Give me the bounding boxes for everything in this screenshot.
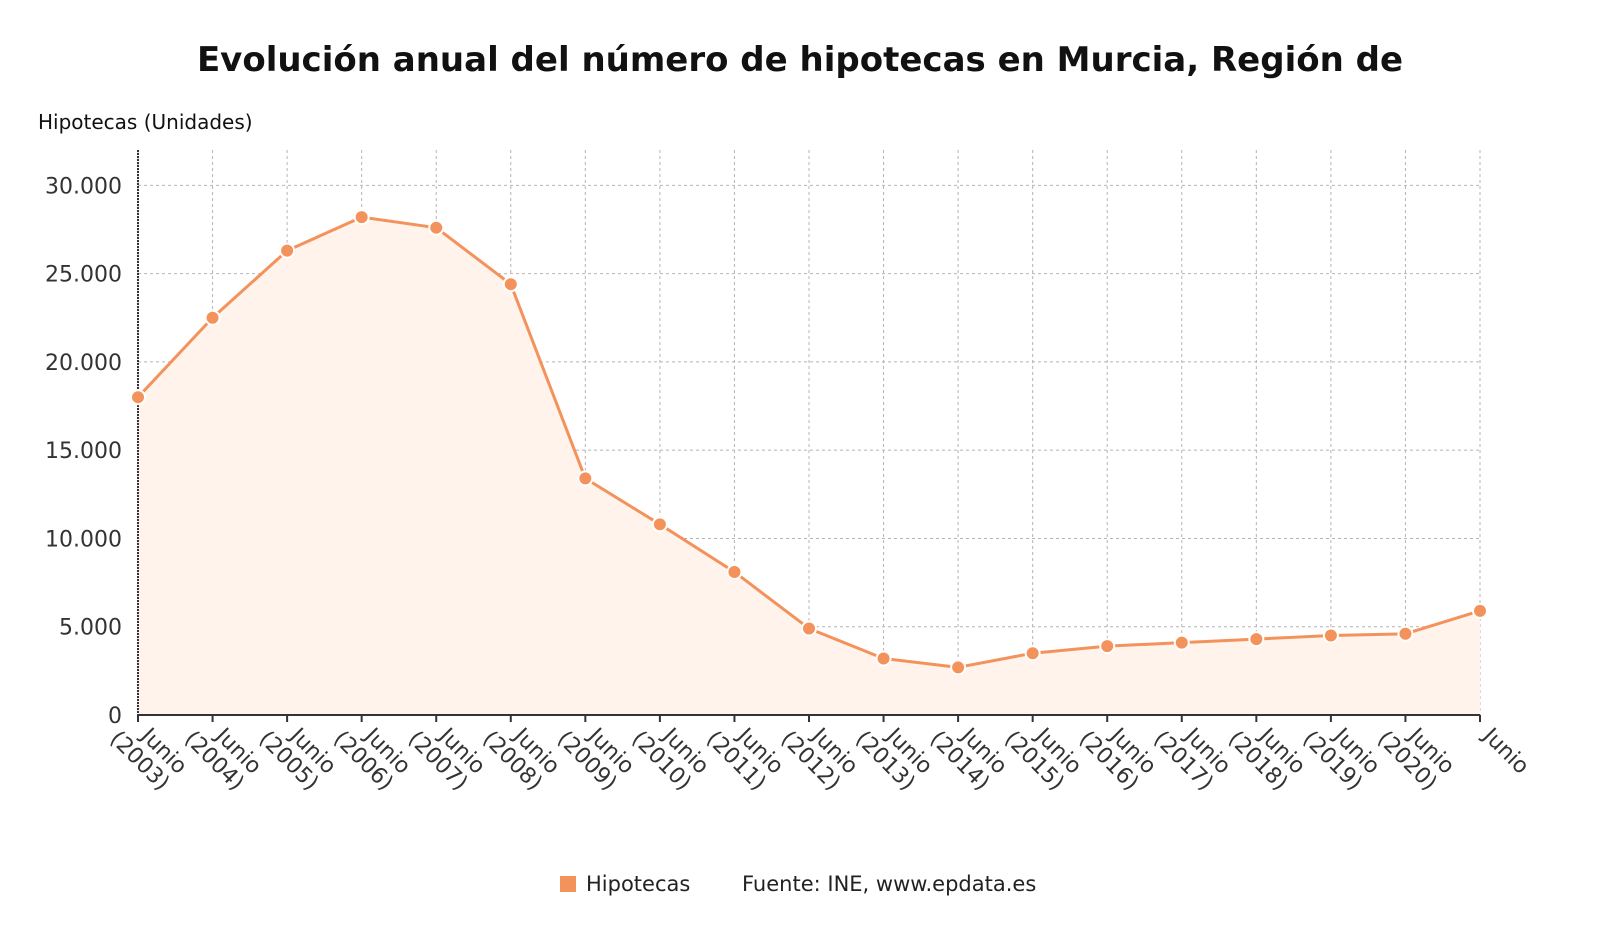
legend-swatch — [560, 876, 576, 892]
x-tick-label: Junio(2020) — [1372, 709, 1459, 796]
data-point — [1173, 634, 1190, 651]
x-tick-label: Junio(2006) — [328, 709, 415, 796]
data-point — [1322, 627, 1339, 644]
data-point — [577, 470, 594, 487]
data-point — [353, 209, 370, 226]
data-point — [502, 276, 519, 293]
y-tick-label: 0 — [108, 704, 122, 729]
data-point — [726, 563, 743, 580]
data-point — [204, 309, 221, 326]
data-point — [279, 242, 296, 259]
y-tick-label: 20.000 — [45, 351, 122, 376]
x-tick-label: Junio(2012) — [776, 709, 863, 796]
y-tick-label: 30.000 — [45, 174, 122, 199]
x-tick-label: Junio(2019) — [1298, 709, 1385, 796]
legend-label: Hipotecas — [586, 872, 691, 896]
x-tick-label: Junio(2013) — [850, 709, 937, 796]
x-tick-label: Junio(2018) — [1223, 709, 1310, 796]
data-point — [950, 659, 967, 676]
x-tick-label: Junio(2017) — [1148, 709, 1235, 796]
x-tick-label: Junio(2009) — [552, 709, 639, 796]
x-tick-label: Junio(2008) — [477, 709, 564, 796]
data-point — [801, 620, 817, 637]
y-tick-label: 5.000 — [59, 616, 122, 641]
data-point — [1024, 645, 1041, 662]
chart-title: Evolución anual del número de hipotecas … — [196, 40, 1404, 80]
x-tick-label: Junio(2004) — [179, 709, 266, 796]
data-point — [1248, 631, 1265, 648]
x-tick-label: Junio(2010) — [627, 709, 714, 796]
x-tick-label: Junio — [1476, 722, 1533, 779]
y-axis-label: Hipotecas (Unidades) — [38, 110, 253, 134]
data-point — [130, 389, 146, 406]
data-point — [1397, 625, 1414, 642]
y-tick-label: 15.000 — [45, 439, 122, 464]
y-tick-label: 10.000 — [45, 527, 122, 552]
data-point — [875, 650, 892, 667]
series-area — [138, 217, 1480, 715]
data-point — [1472, 602, 1488, 619]
x-tick-label: Junio(2014) — [925, 709, 1012, 796]
data-point — [651, 516, 668, 533]
x-tick-label: Junio(2016) — [1074, 709, 1161, 796]
data-point — [1099, 638, 1116, 655]
data-point — [428, 219, 445, 236]
x-tick-label: Junio(2015) — [999, 709, 1086, 796]
legend[interactable]: Hipotecas — [560, 872, 690, 896]
source-note: Fuente: INE, www.epdata.es — [742, 872, 1037, 896]
x-tick-label: Junio(2007) — [403, 709, 490, 796]
x-tick-label: Junio(2011) — [701, 709, 788, 796]
x-tick-label: Junio(2005) — [254, 709, 341, 796]
y-tick-label: 25.000 — [45, 263, 122, 288]
